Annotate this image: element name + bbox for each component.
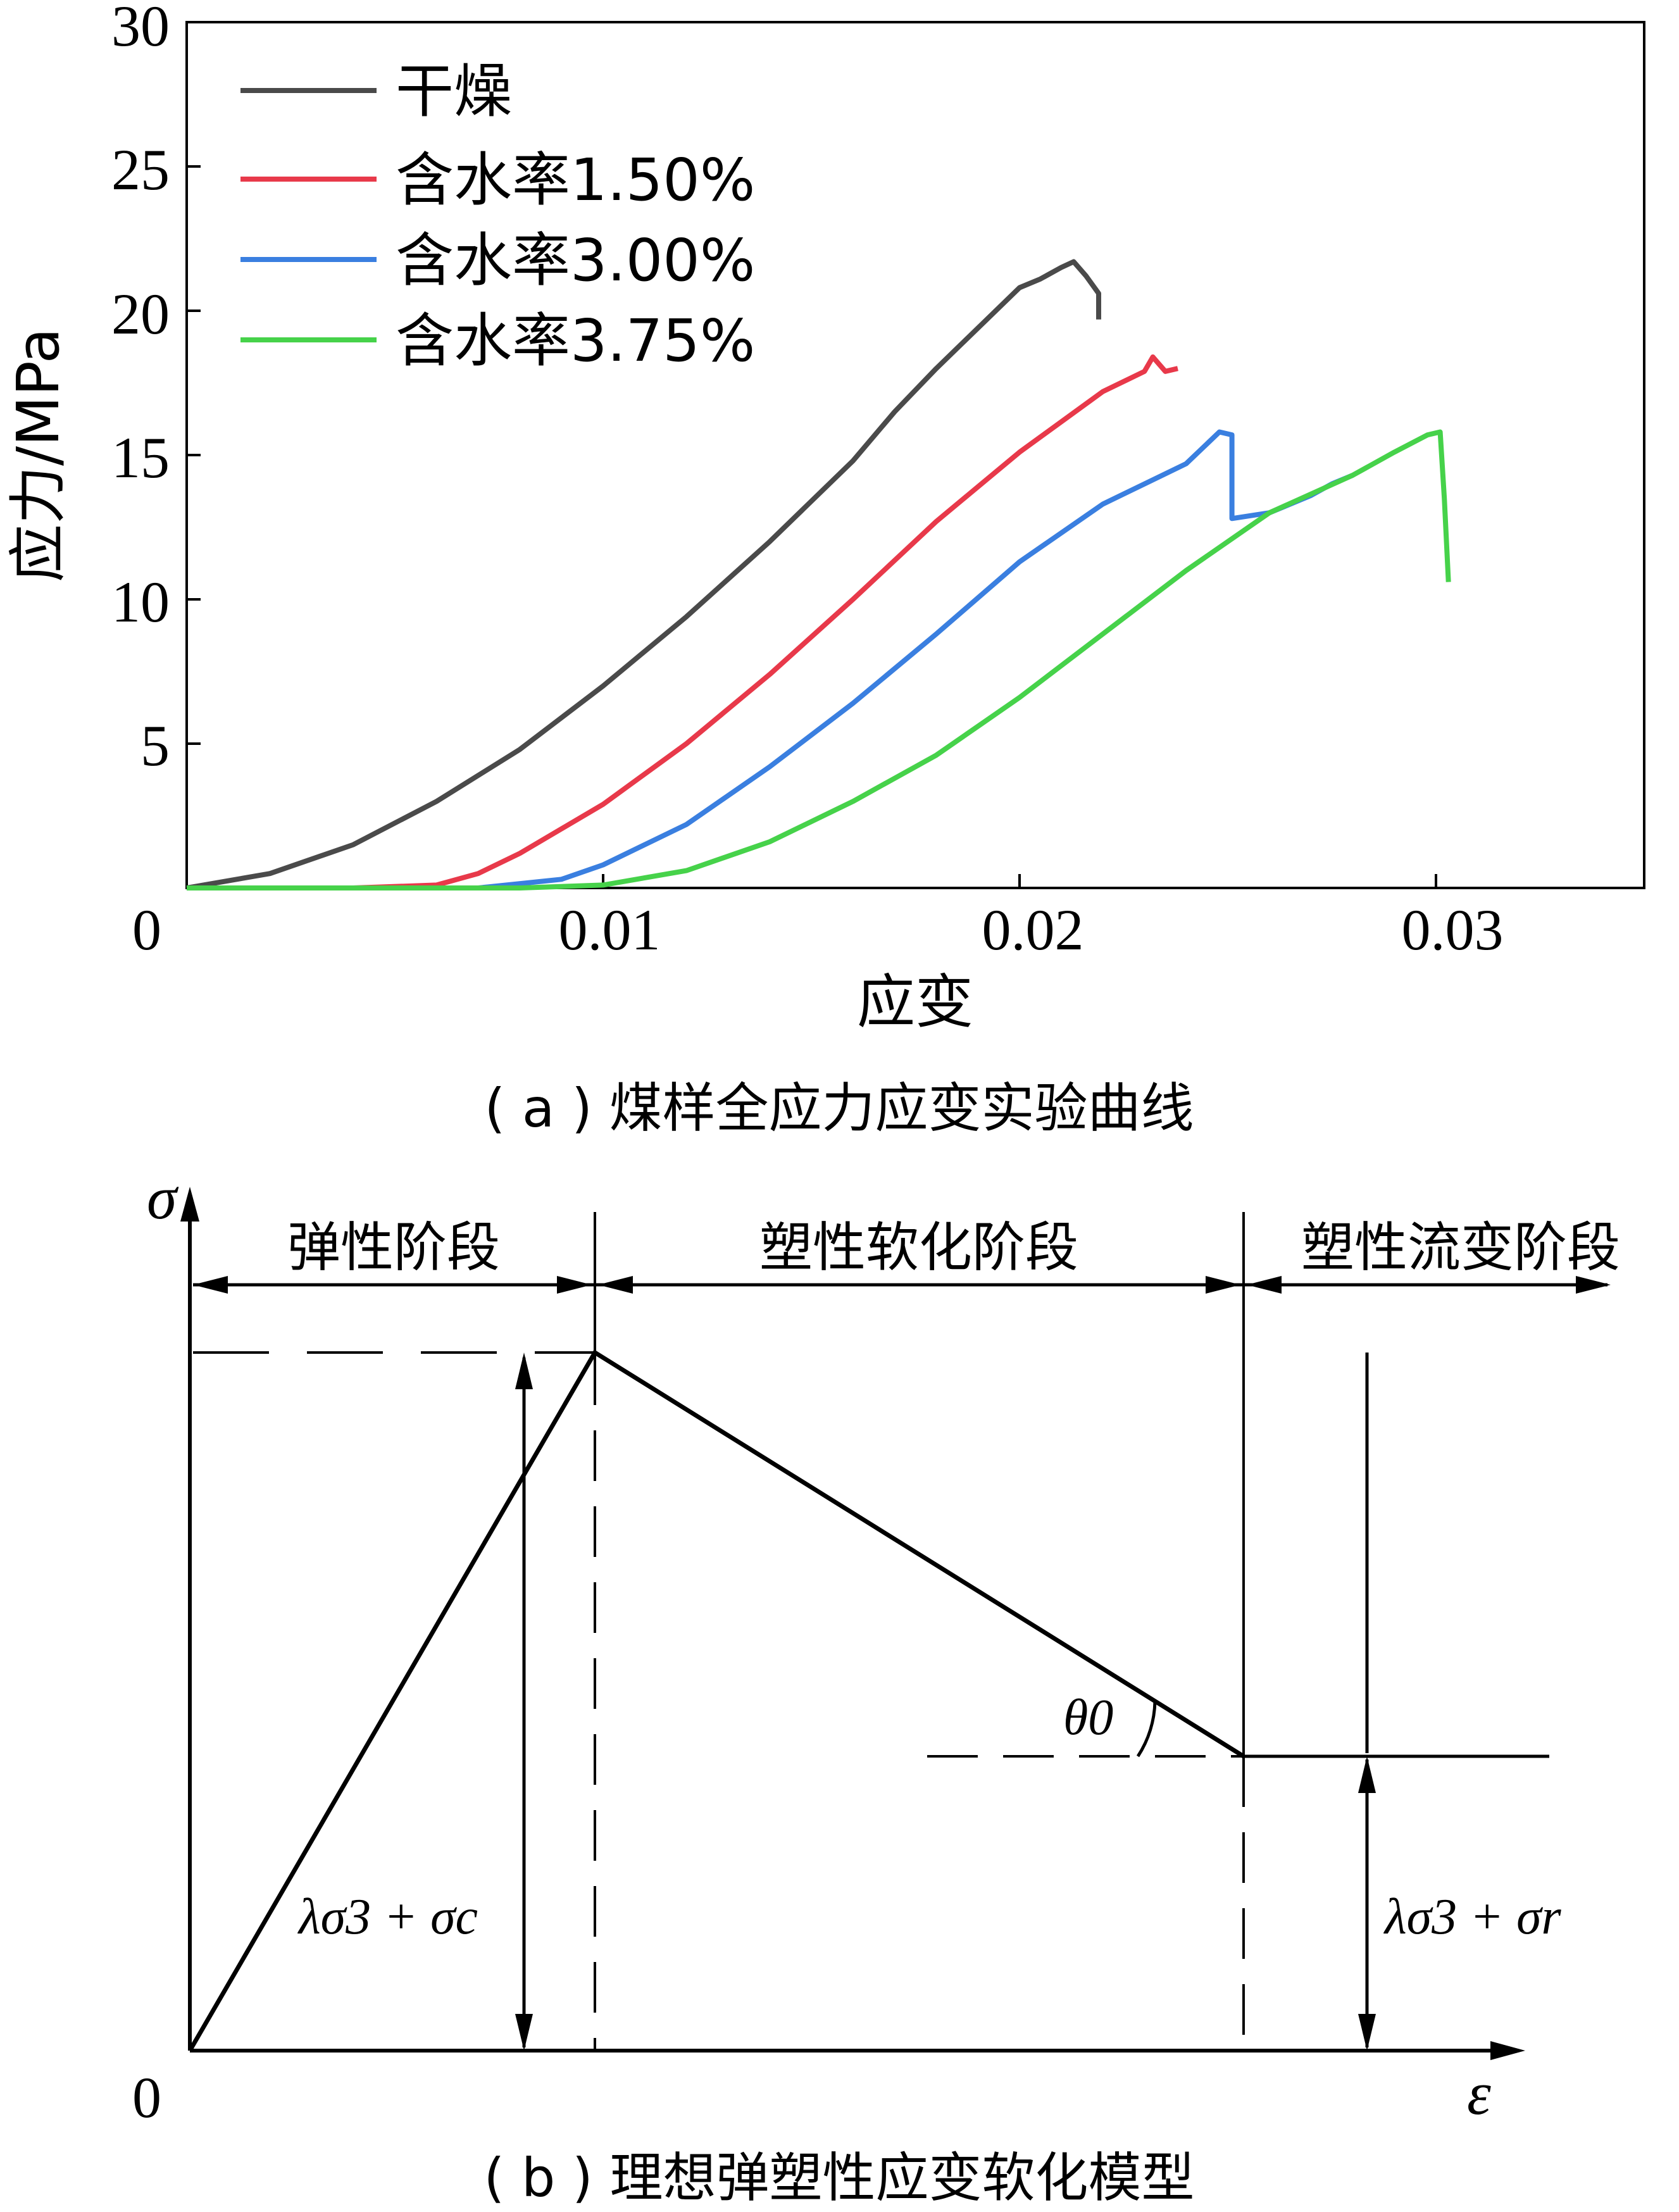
epsilon-axis-symbol: ε xyxy=(1467,2059,1491,2127)
angle-arc xyxy=(1136,1701,1157,1758)
residual-label: λσ3 + σr xyxy=(1383,1889,1562,1945)
x-tick-label-0.03: 0.03 xyxy=(1402,897,1504,962)
series-line-3-75 xyxy=(187,429,1451,890)
model-curve xyxy=(187,1349,1245,2052)
legend-label-dry: 干燥 xyxy=(396,58,512,125)
y-tick-label-20: 20 xyxy=(111,282,170,346)
legend-label-1-50: 含水率1.50% xyxy=(396,146,755,214)
stage-arrow-left xyxy=(193,1276,228,1294)
y-axis-label: 应力/MPa xyxy=(4,328,72,582)
caption-a: ( a ) 煤样全应力应变实验曲线 xyxy=(484,1077,1194,1139)
series-line-3-00 xyxy=(187,429,1354,890)
origin-label: 0 xyxy=(132,2065,161,2130)
residual-arrow-up xyxy=(1358,1756,1376,1793)
y-tick-label-25: 25 xyxy=(111,137,170,202)
y-tick-label-15: 15 xyxy=(111,425,170,490)
series-line-1-50 xyxy=(187,354,1178,890)
axis-ticks xyxy=(187,165,1437,888)
y-tick-label-5: 5 xyxy=(140,713,170,778)
stage-label-elastic: 弹性阶段 xyxy=(287,1216,500,1278)
residual-arrow-down xyxy=(1358,2014,1376,2051)
sigma-axis-symbol: σ xyxy=(147,1164,179,1232)
stage-arrow xyxy=(1206,1276,1240,1294)
y-tick-label-30: 30 xyxy=(111,0,170,58)
x-tick-label-0: 0 xyxy=(132,897,161,962)
peak-label: λσ3 + σc xyxy=(297,1889,478,1945)
stage-arrow xyxy=(1247,1276,1282,1294)
series-line-dry xyxy=(186,259,1101,890)
sigma-axis-arrow xyxy=(180,1187,199,1222)
angle-label: θ0 xyxy=(1063,1690,1113,1746)
peak-arrow-up xyxy=(515,1353,533,1389)
x-tick-label-0.01: 0.01 xyxy=(559,897,661,962)
stage-arrow-right xyxy=(1576,1276,1611,1294)
stage-label-softening: 塑性软化阶段 xyxy=(759,1216,1078,1278)
caption-b: ( b ) 理想弹塑性应变软化模型 xyxy=(484,2147,1195,2209)
diagram-b xyxy=(180,1187,1611,2060)
legend-label-3-00: 含水率3.00% xyxy=(396,227,755,294)
legend-label-3-75: 含水率3.75% xyxy=(396,307,755,375)
peak-arrow-down xyxy=(515,2014,533,2051)
legend: 干燥 含水率1.50% 含水率3.00% 含水率3.75% xyxy=(240,58,755,375)
y-tick-label-10: 10 xyxy=(111,570,170,634)
stage-label-flow: 塑性流变阶段 xyxy=(1301,1216,1620,1278)
stage-arrow xyxy=(557,1276,592,1294)
x-tick-label-0.02: 0.02 xyxy=(982,897,1084,962)
epsilon-axis-arrow xyxy=(1490,2041,1525,2060)
x-axis-label: 应变 xyxy=(857,968,973,1036)
chart-a: 5 10 15 20 25 30 0 0.01 0.02 0.03 应变 应力/… xyxy=(4,0,1645,1139)
stage-arrow xyxy=(598,1276,633,1294)
